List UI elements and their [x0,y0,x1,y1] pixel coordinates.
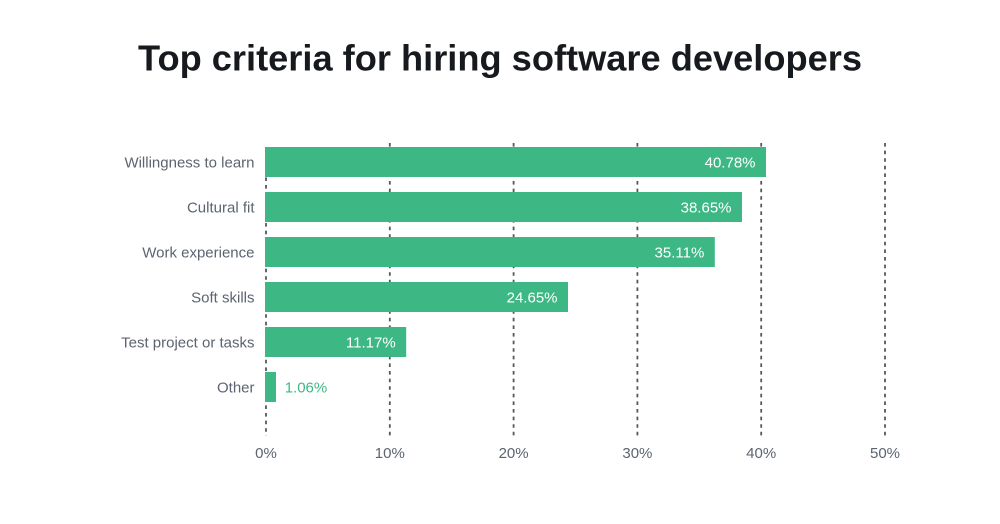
svg-text:Cultural fit: Cultural fit [187,200,255,217]
svg-text:40%: 40% [746,445,776,462]
svg-text:35.11%: 35.11% [655,245,705,262]
svg-text:0%: 0% [255,445,277,462]
svg-text:Willingness to learn: Willingness to learn [124,155,254,172]
svg-text:11.17%: 11.17% [346,335,396,352]
svg-text:50%: 50% [870,445,900,462]
svg-text:Top criteria for hiring softwa: Top criteria for hiring software develop… [138,38,862,79]
svg-text:38.65%: 38.65% [681,200,732,217]
svg-text:1.06%: 1.06% [285,380,328,397]
svg-text:10%: 10% [375,445,405,462]
svg-text:20%: 20% [499,445,529,462]
svg-text:30%: 30% [622,445,652,462]
svg-text:Soft skills: Soft skills [191,290,254,307]
svg-text:24.65%: 24.65% [507,290,558,307]
svg-text:40.78%: 40.78% [705,155,756,172]
svg-text:Other: Other [217,380,255,397]
svg-text:Test project or tasks: Test project or tasks [121,335,254,352]
svg-text:Work experience: Work experience [142,245,254,262]
